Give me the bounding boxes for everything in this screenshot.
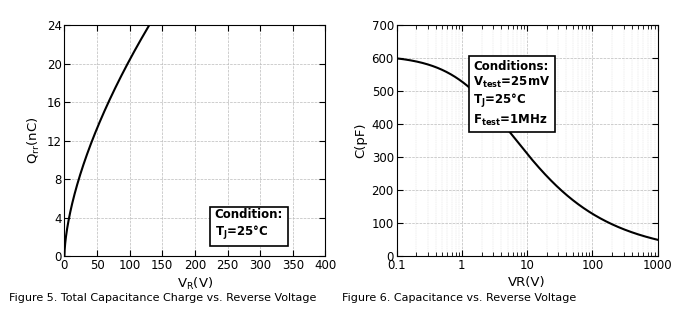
Text: Figure 6. Capacitance vs. Reverse Voltage: Figure 6. Capacitance vs. Reverse Voltag… bbox=[342, 293, 577, 302]
X-axis label: VR(V): VR(V) bbox=[508, 276, 546, 289]
Text: Condition:
$\mathregular{T_J}$=25°C: Condition: $\mathregular{T_J}$=25°C bbox=[214, 208, 283, 242]
Text: Figure 5. Total Capacitance Charge vs. Reverse Voltage: Figure 5. Total Capacitance Charge vs. R… bbox=[9, 293, 316, 302]
X-axis label: $\mathregular{V_R}$(V): $\mathregular{V_R}$(V) bbox=[177, 276, 213, 292]
Y-axis label: C(pF): C(pF) bbox=[355, 123, 367, 158]
Text: Conditions:
$\mathregular{V_{test}}$=25mV
$\mathregular{T_J}$=25°C
$\mathregular: Conditions: $\mathregular{V_{test}}$=25m… bbox=[473, 59, 551, 128]
Y-axis label: $\mathregular{Q_{rr}}$(nC): $\mathregular{Q_{rr}}$(nC) bbox=[26, 117, 43, 164]
